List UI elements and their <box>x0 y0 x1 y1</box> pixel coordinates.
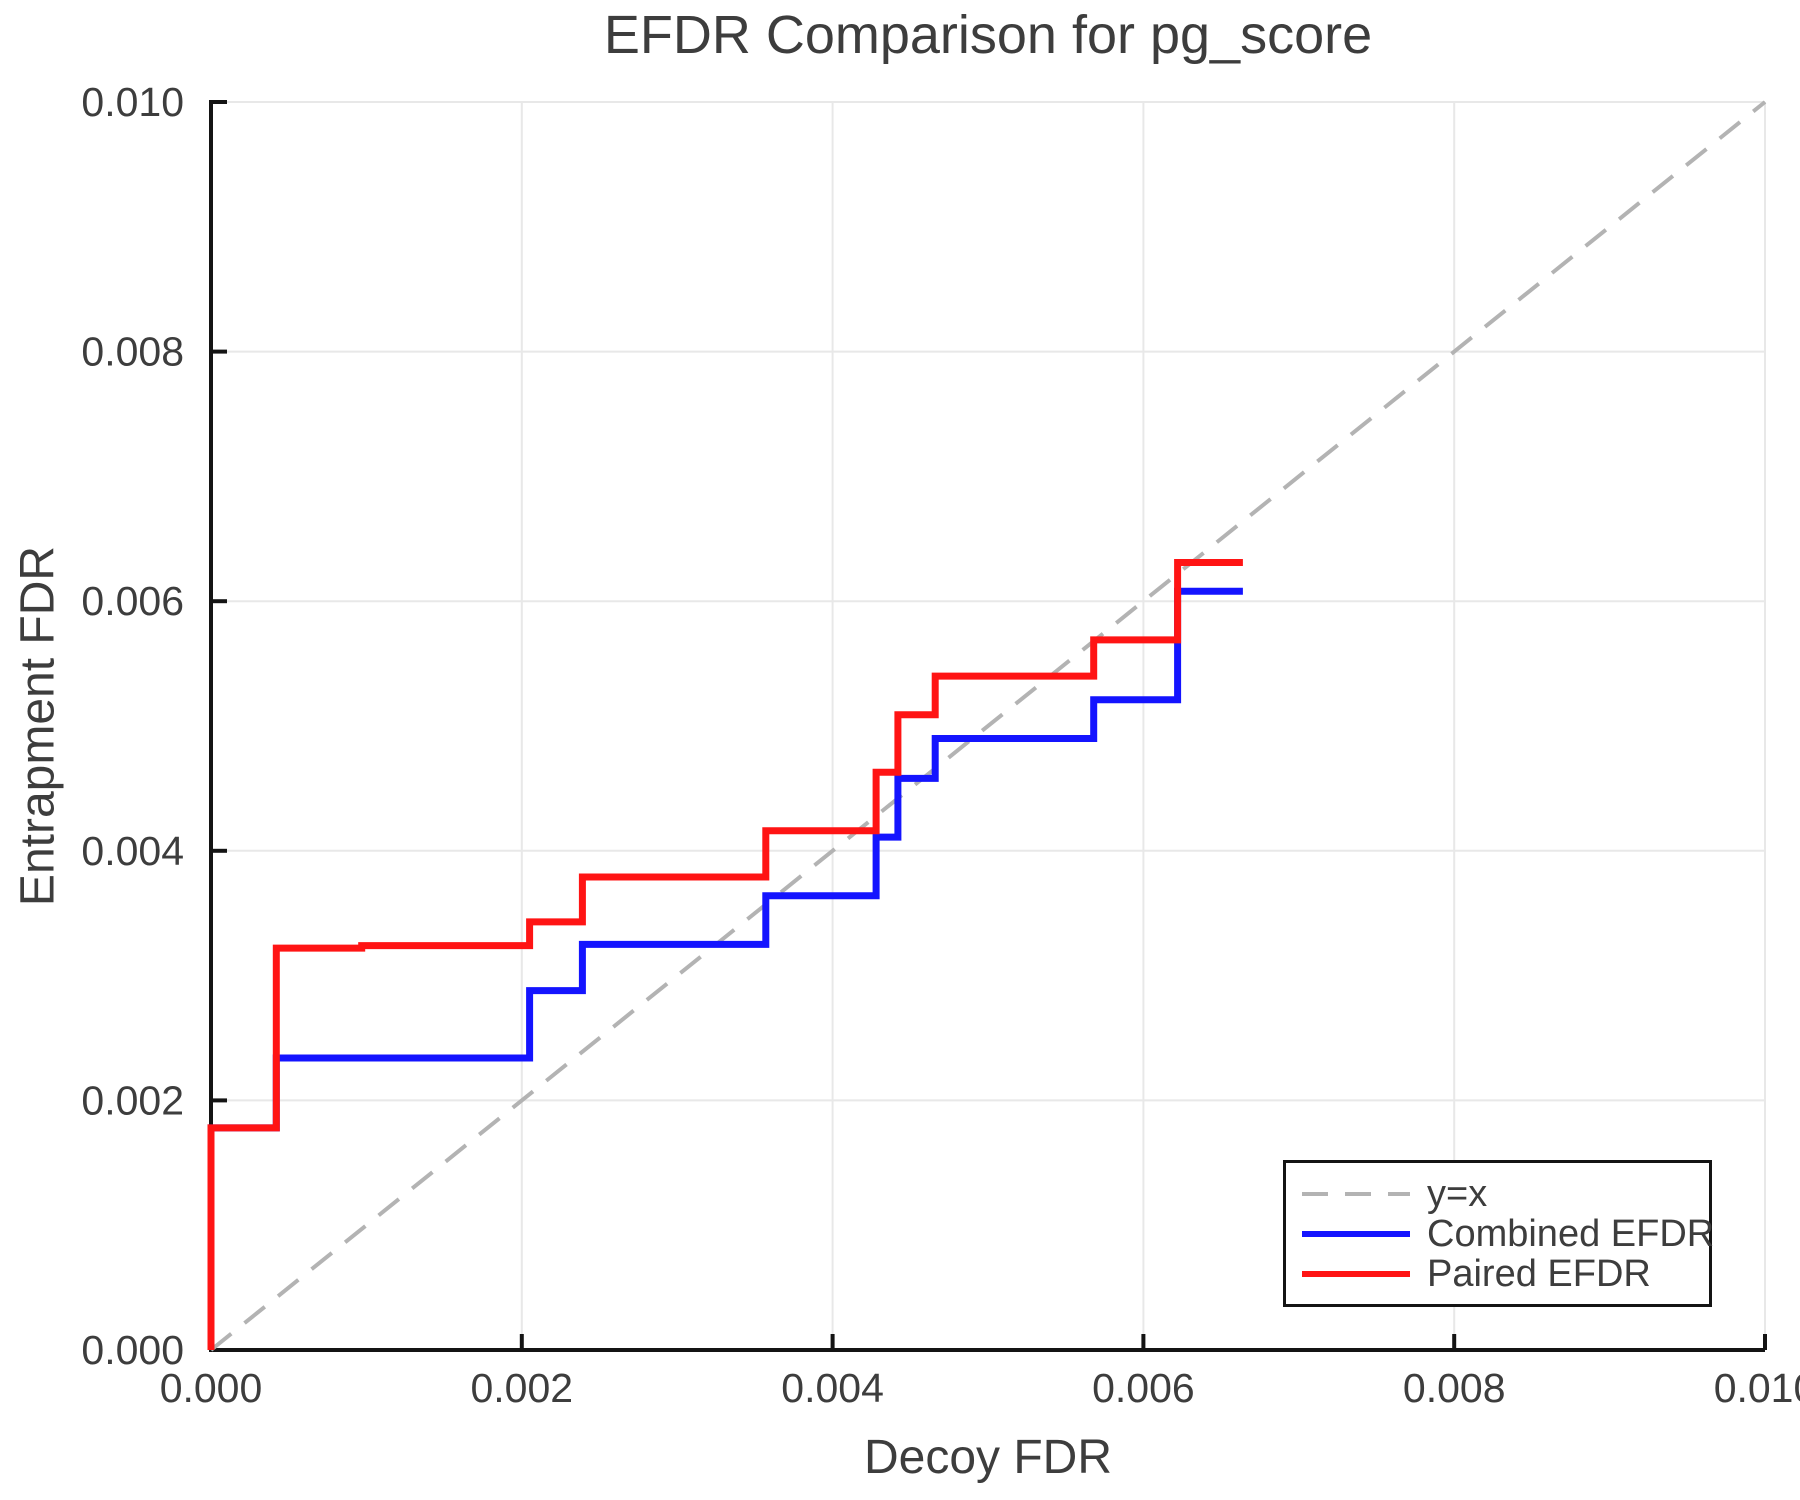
legend-label-combined-efdr: Combined EFDR <box>1427 1212 1715 1255</box>
y-tick-label: 0.000 <box>81 1327 184 1373</box>
legend-item-paired-efdr: Paired EFDR <box>1300 1254 1709 1294</box>
y-tick-label: 0.002 <box>81 1077 184 1123</box>
y-tick-label: 0.006 <box>81 578 184 624</box>
y-axis-label: Entrapment FDR <box>11 545 65 907</box>
x-tick-label: 0.002 <box>470 1365 573 1411</box>
legend-label-paired-efdr: Paired EFDR <box>1427 1252 1651 1295</box>
legend-box: y=x Combined EFDR Paired EFDR <box>1283 1160 1714 1307</box>
x-tick-label: 0.004 <box>781 1365 884 1411</box>
x-tick-label: 0.008 <box>1403 1365 1506 1411</box>
y-tick-label: 0.004 <box>81 828 184 874</box>
series-path-y-x <box>209 100 1767 1352</box>
legend-line-dashed-icon <box>1302 1191 1410 1196</box>
x-tick-label: 0.010 <box>1714 1365 1800 1411</box>
y-tick-label: 0.008 <box>81 329 184 375</box>
series-path-combined-efdr <box>207 587 1243 1350</box>
x-tick-label: 0.000 <box>160 1365 263 1411</box>
legend-line-red-icon <box>1302 1270 1410 1277</box>
y-tick-label: 0.010 <box>81 79 184 125</box>
series-path-paired-efdr <box>207 559 1243 1350</box>
legend-item-yx: y=x <box>1300 1174 1709 1214</box>
chart-title: EFDR Comparison for pg_score <box>603 5 1373 65</box>
x-axis-label: Decoy FDR <box>863 1431 1113 1484</box>
x-tick-label: 0.006 <box>1092 1365 1195 1411</box>
legend-label-yx: y=x <box>1427 1172 1488 1215</box>
legend-line-blue-icon <box>1302 1230 1410 1237</box>
legend-item-combined-efdr: Combined EFDR <box>1300 1214 1714 1254</box>
